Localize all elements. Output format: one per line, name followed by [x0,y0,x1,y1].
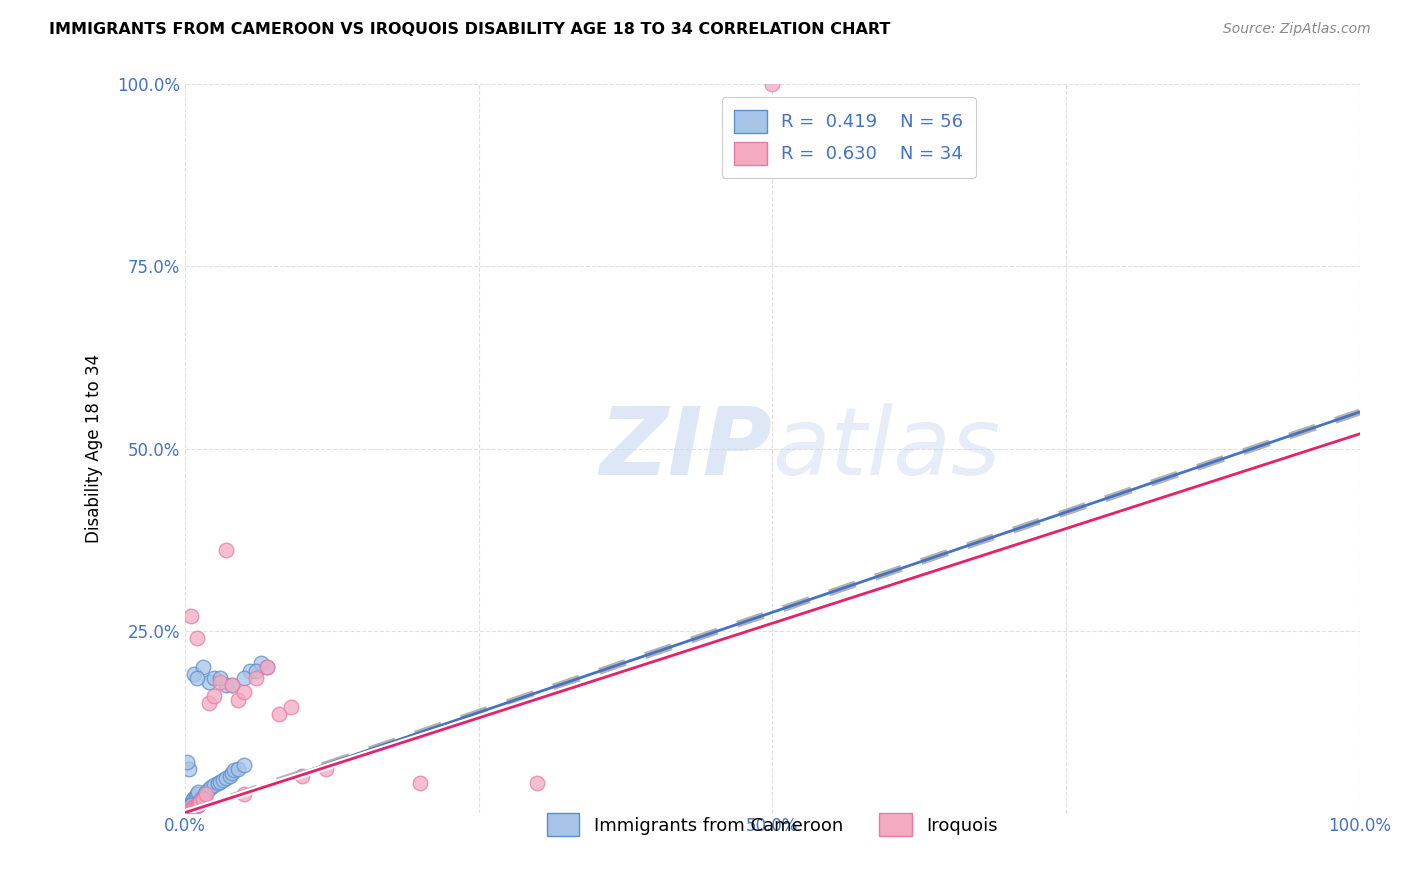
Point [184,799,207,814]
Point [202,689,225,703]
Point [250,657,273,671]
Point [174,805,197,819]
Point [239,664,262,678]
Point [245,671,267,685]
Point [184,799,207,814]
Point [195,785,218,799]
Point [183,799,205,814]
Point [200,780,222,794]
Point [211,772,233,787]
Point [176,804,198,818]
Point [191,791,214,805]
Point [218,769,240,783]
Point [197,782,219,797]
Point [177,804,200,818]
Point [191,660,214,674]
Point [186,798,208,813]
Point [181,800,204,814]
Point [180,609,202,624]
Point [186,788,208,802]
Point [232,671,254,685]
Point [186,798,208,813]
Point [186,631,208,645]
Point [193,789,215,804]
Point [291,769,314,783]
Point [184,789,207,804]
Point [215,543,238,558]
Point [180,802,202,816]
Point [187,785,209,799]
Point [181,795,204,809]
Point [221,678,243,692]
Point [226,692,249,706]
Point [207,776,229,790]
Point [409,776,432,790]
Point [232,788,254,802]
Legend: Immigrants from Cameroon, Iroquois: Immigrants from Cameroon, Iroquois [540,806,1005,844]
Point [209,674,232,689]
Point [179,798,201,813]
Point [188,797,211,811]
Point [232,685,254,699]
Point [176,804,198,818]
Point [177,762,200,776]
Point [177,799,200,814]
Point [215,678,238,692]
Point [226,762,249,776]
Point [202,778,225,792]
Point [256,660,278,674]
Point [181,801,204,815]
Point [180,802,202,816]
Point [180,798,202,813]
Point [183,799,205,814]
Point [190,792,212,806]
Point [177,804,200,818]
Point [232,758,254,772]
Point [179,803,201,817]
Point [256,660,278,674]
Point [194,788,217,802]
Point [181,792,204,806]
Point [183,667,205,681]
Point [315,762,337,776]
Point [187,797,209,812]
Point [181,801,204,815]
Point [186,671,208,685]
Point [245,664,267,678]
Point [209,775,232,789]
Point [202,671,225,685]
Point [221,765,243,780]
Point [267,707,290,722]
Point [183,791,205,805]
Point [215,771,238,785]
Point [180,797,202,811]
Point [197,674,219,689]
Point [187,797,209,812]
Text: atlas: atlas [772,403,1001,494]
Point [209,671,232,685]
Point [224,764,246,778]
Point [188,795,211,809]
Point [221,678,243,692]
Point [197,697,219,711]
Point [174,805,197,819]
Point [176,755,198,769]
Point [761,78,783,92]
Y-axis label: Disability Age 18 to 34: Disability Age 18 to 34 [86,354,103,543]
Point [176,802,198,816]
Point [188,797,211,811]
Text: Source: ZipAtlas.com: Source: ZipAtlas.com [1223,22,1371,37]
Point [191,792,214,806]
Point [188,795,211,809]
Point [280,700,302,714]
Point [179,803,201,817]
Text: ZIP: ZIP [599,402,772,494]
Text: IMMIGRANTS FROM CAMEROON VS IROQUOIS DISABILITY AGE 18 TO 34 CORRELATION CHART: IMMIGRANTS FROM CAMEROON VS IROQUOIS DIS… [49,22,890,37]
Point [195,788,218,802]
Point [526,776,548,790]
Point [181,800,204,814]
